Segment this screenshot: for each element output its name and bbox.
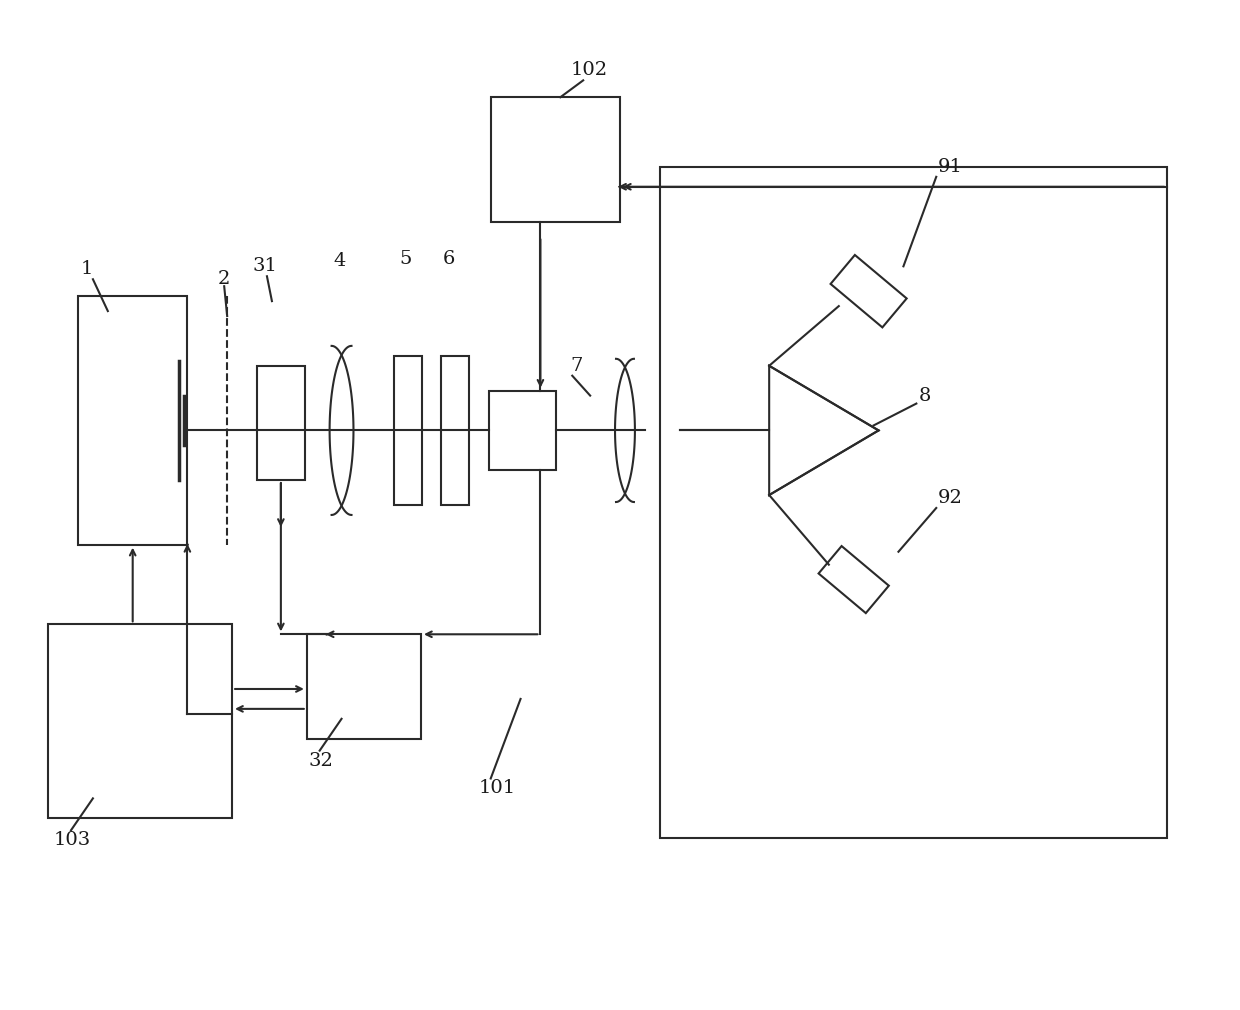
Text: 6: 6 (443, 250, 455, 269)
Text: 101: 101 (479, 780, 516, 798)
Text: 31: 31 (252, 258, 277, 276)
Text: 7: 7 (570, 357, 583, 375)
Text: 4: 4 (334, 252, 346, 271)
Text: 1: 1 (81, 261, 93, 279)
Text: 91: 91 (939, 158, 963, 176)
Bar (491, 97, 620, 221)
Text: 5: 5 (399, 250, 412, 269)
Bar (48, 624, 232, 818)
Bar (78, 296, 187, 544)
Text: 32: 32 (309, 751, 334, 770)
Text: 103: 103 (53, 831, 91, 849)
Bar (306, 634, 422, 738)
Bar (489, 391, 557, 471)
Bar (394, 356, 422, 505)
Text: 102: 102 (570, 62, 608, 80)
Text: 8: 8 (919, 387, 931, 405)
Text: 92: 92 (939, 489, 963, 507)
Bar (441, 356, 469, 505)
Bar (660, 167, 1167, 838)
Bar (257, 366, 305, 480)
Text: 2: 2 (217, 271, 229, 288)
